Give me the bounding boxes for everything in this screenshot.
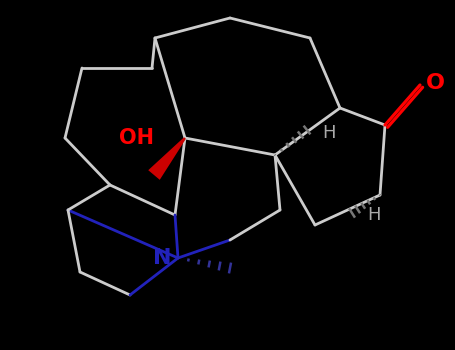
Polygon shape bbox=[148, 137, 186, 180]
Text: H: H bbox=[367, 206, 380, 224]
Text: OH: OH bbox=[118, 128, 153, 148]
Text: H: H bbox=[322, 124, 335, 142]
Text: O: O bbox=[426, 73, 445, 93]
Text: N: N bbox=[153, 248, 171, 268]
